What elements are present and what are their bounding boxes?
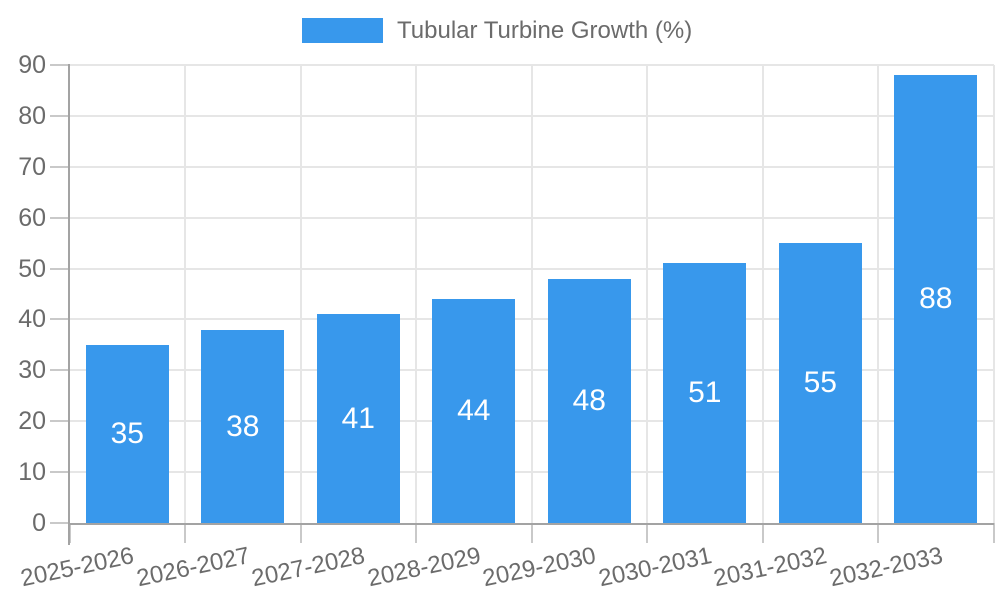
bar-value-label: 38 — [226, 409, 260, 443]
bar: 88 — [894, 75, 978, 523]
bar: 41 — [316, 314, 400, 523]
chart-legend-item[interactable]: Tubular Turbine Growth (%) — [302, 18, 692, 43]
y-axis-tick — [50, 267, 68, 270]
x-axis-label: 2026-2027 — [134, 542, 253, 593]
x-axis-label: 2032-2033 — [827, 542, 946, 593]
x-axis-label: 2028-2029 — [365, 542, 484, 593]
x-axis-tick — [184, 523, 186, 543]
bar: 55 — [778, 243, 862, 523]
y-axis-line — [68, 64, 70, 545]
bar-value-label: 35 — [110, 417, 144, 450]
y-axis-label: 20 — [18, 407, 46, 436]
y-axis-label: 50 — [18, 254, 46, 283]
bar-value-label: 44 — [457, 394, 491, 427]
bar: 38 — [201, 330, 285, 523]
y-axis-label: 0 — [32, 509, 46, 537]
bar: 44 — [432, 299, 516, 523]
bar-value-label: 55 — [803, 366, 837, 399]
bar: 35 — [85, 345, 169, 523]
x-gridline — [415, 65, 417, 523]
y-axis-label: 40 — [18, 305, 46, 334]
y-axis-tick — [50, 216, 68, 219]
x-axis-label: 2031-2032 — [711, 542, 830, 593]
x-axis-line — [68, 523, 994, 525]
x-axis-label: 2030-2031 — [596, 542, 715, 593]
bar-value-label: 51 — [688, 376, 722, 409]
x-axis-tick — [761, 523, 764, 543]
y-axis-label: 80 — [18, 101, 46, 130]
x-gridline — [184, 65, 186, 523]
bar: 51 — [663, 263, 747, 523]
y-axis-label: 70 — [18, 152, 46, 181]
x-axis-label: 2027-2028 — [249, 542, 368, 593]
y-axis-tick — [50, 420, 68, 423]
legend-color-swatch — [302, 18, 383, 43]
x-axis-tick — [530, 523, 533, 543]
x-axis-tick — [415, 523, 417, 543]
y-axis-tick — [50, 165, 68, 168]
y-axis-tick — [50, 369, 68, 372]
x-gridline — [646, 65, 648, 523]
y-axis-tick — [50, 522, 68, 524]
bar-value-label: 88 — [919, 282, 953, 315]
x-gridline — [530, 65, 533, 523]
x-gridline — [761, 65, 764, 523]
y-axis-tick — [50, 318, 68, 321]
y-axis-label: 10 — [18, 458, 46, 487]
bar-value-label: 41 — [341, 401, 375, 435]
x-gridline — [299, 65, 302, 523]
y-axis-tick — [50, 64, 68, 66]
y-axis-label: 30 — [18, 356, 46, 385]
x-axis-tick — [877, 523, 879, 543]
x-axis-tick — [992, 523, 995, 543]
x-gridline — [992, 65, 995, 523]
y-axis-tick — [50, 471, 68, 474]
x-axis-tick — [299, 523, 302, 543]
x-axis-label: 2029-2030 — [480, 542, 599, 593]
y-axis-tick — [50, 114, 68, 117]
x-axis-tick — [646, 523, 648, 543]
legend-label: Tubular Turbine Growth (%) — [397, 17, 693, 44]
x-gridline — [877, 65, 879, 523]
x-axis-label: 2025-2026 — [18, 542, 137, 593]
bar: 48 — [547, 279, 631, 523]
bar-value-label: 48 — [572, 384, 606, 417]
y-axis-label: 90 — [18, 51, 46, 79]
y-axis-label: 60 — [18, 203, 46, 232]
